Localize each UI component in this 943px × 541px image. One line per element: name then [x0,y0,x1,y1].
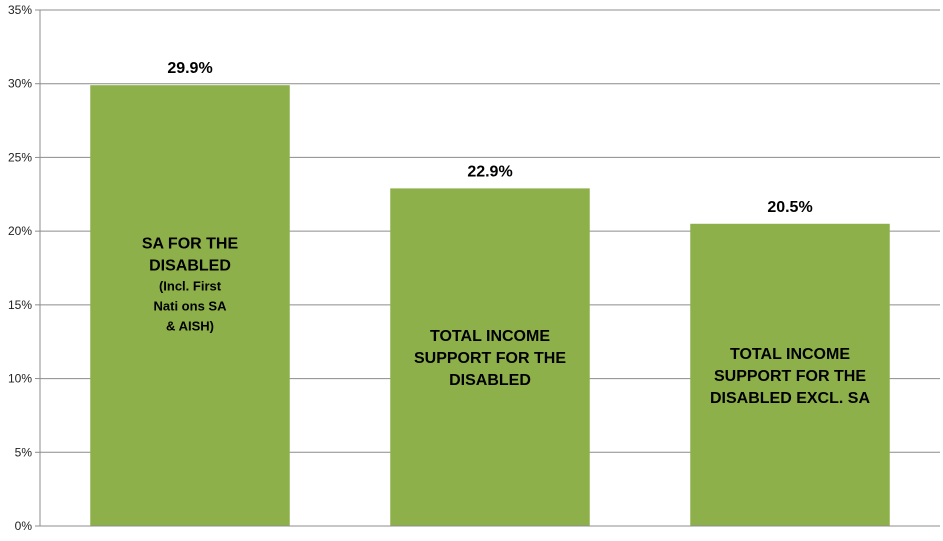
bar [90,85,290,526]
y-axis-ticks: 0% 5% 10% 15% 20% 25% 30% 35% [8,3,40,533]
bar-inner-label: SA FOR THE [142,236,239,253]
y-tick-label: 0% [15,519,33,533]
y-tick-label: 25% [8,150,32,164]
data-label: 29.9% [167,60,212,77]
bar-inner-label: SUPPORT FOR THE [414,350,566,367]
bar-inner-labels: SA FOR THE DISABLED (Incl. First Nati ons S… [142,236,871,407]
y-tick-label: 30% [8,77,32,91]
data-labels: 29.9% 22.9% 20.5% [167,60,812,216]
bar-inner-label: TOTAL INCOME [430,328,550,345]
bar [390,188,590,527]
bars [90,85,890,527]
bar-inner-label: (Incl. First [159,279,222,294]
y-tick-label: 10% [8,372,32,386]
bar-inner-label: DISABLED EXCL. SA [710,390,870,407]
bar-inner-label: DISABLED [149,258,231,275]
bar-inner-label: SUPPORT FOR THE [714,368,866,385]
y-tick-label: 20% [8,224,32,238]
data-label: 22.9% [467,163,512,180]
data-label: 20.5% [767,199,812,216]
bar-inner-label: DISABLED [449,372,531,389]
bar-inner-label: & AISH) [166,319,214,334]
bar [690,223,890,526]
y-tick-label: 35% [8,3,32,17]
y-tick-label: 15% [8,298,32,312]
bar-inner-label: TOTAL INCOME [730,346,850,363]
bar-inner-label: Nati ons SA [154,299,228,314]
y-tick-label: 5% [15,445,33,459]
